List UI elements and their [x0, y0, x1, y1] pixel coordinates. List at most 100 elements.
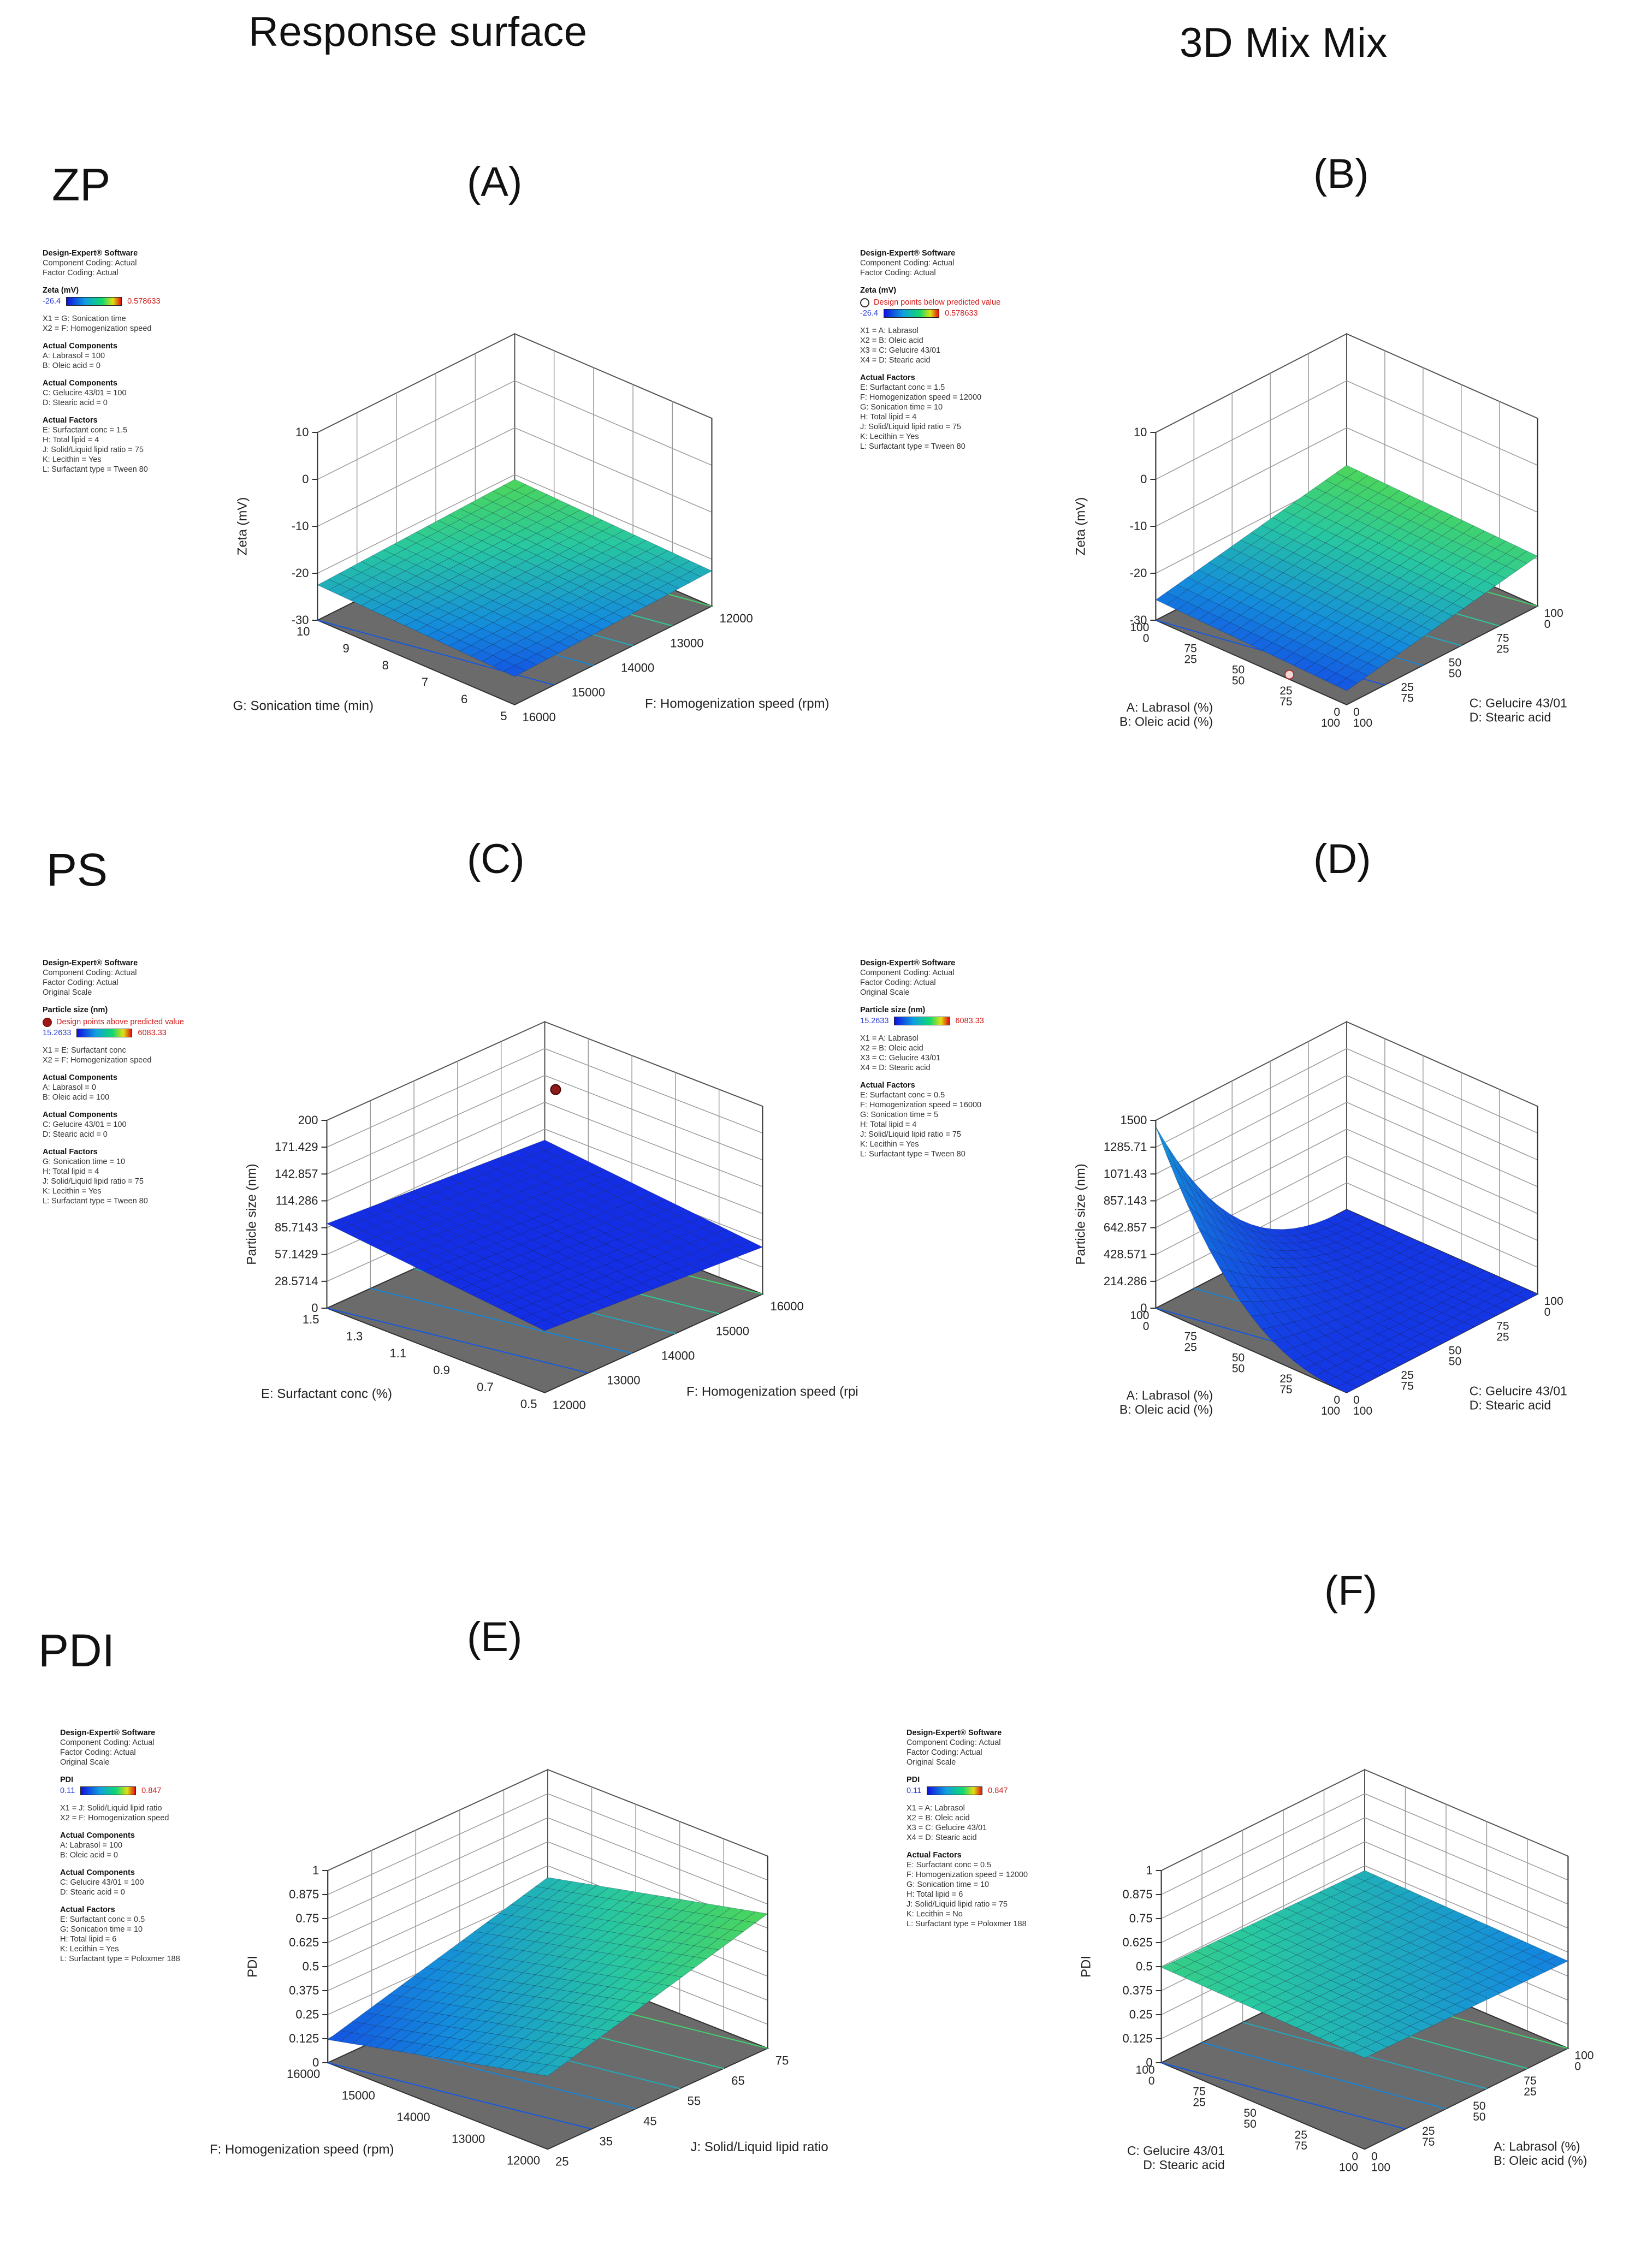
info-f5: L: Surfactant type = Tween 80 [43, 1197, 148, 1206]
z-tick-label: -10 [292, 519, 309, 533]
mix-tick-label: 100 [1321, 717, 1340, 729]
gradient-swatch [80, 1786, 137, 1795]
response-surface [327, 1877, 768, 2076]
z-axis-label: PDI [245, 1956, 260, 1978]
info-response: Particle size (nm) [43, 1006, 108, 1014]
design-expert-info-0: Design-Expert® Software Component Coding:… [43, 248, 294, 474]
z-axis-label: Particle size (nm) [245, 1163, 259, 1264]
info-f1: G: Sonication time = 10 [43, 1157, 126, 1166]
mix-tick-label: 25 [1279, 1373, 1292, 1385]
column-title-response-surface: Response surface [248, 9, 588, 55]
gradient-swatch [76, 1029, 133, 1037]
z-tick-label: 28.5714 [275, 1274, 318, 1288]
info-x2: X2 = B: Oleic acid [860, 1044, 923, 1053]
info-f4: H: Total lipid = 4 [860, 1120, 917, 1129]
z-tick-label: 0 [312, 2056, 319, 2069]
response-surface [1156, 1126, 1538, 1393]
info-f1: E: Surfactant conc = 0.5 [860, 1091, 945, 1100]
mix-tick-label: 50 [1449, 1345, 1461, 1357]
info-f5: L: Surfactant type = Poloxmer 188 [60, 1955, 180, 1963]
z-tick-label: 428.571 [1104, 1248, 1147, 1261]
info-factor-head: Actual Factors [860, 1081, 915, 1090]
spacer [43, 998, 294, 1005]
spacer [860, 318, 1111, 326]
spacer [43, 306, 294, 314]
z-tick-label: 0 [1146, 2056, 1152, 2069]
mix-axis-label-4: D: Stearic acid [1470, 1398, 1551, 1412]
z-tick-label: 0 [311, 1301, 318, 1315]
y-tick-label: 12000 [553, 1398, 586, 1412]
x-tick-label: 7 [422, 675, 428, 689]
response-surface [1160, 1870, 1569, 2058]
z-tick-label: 0.125 [289, 2032, 319, 2045]
z-tick-label: 1 [1146, 1863, 1152, 1877]
y-tick-label: 15000 [716, 1324, 749, 1338]
mix-tick-label: 75 [1401, 692, 1413, 705]
info-f4: K: Lecithin = Yes [60, 1945, 119, 1954]
mix-tick-label: 75 [1193, 2086, 1205, 2098]
y-tick-label: 55 [688, 2094, 701, 2108]
mix-tick-label: 0 [1574, 2061, 1581, 2073]
y-tick-label: 15000 [572, 686, 605, 699]
mix-tick-label: 0 [1334, 706, 1340, 719]
x-tick-label: 0.5 [520, 1397, 537, 1411]
legend-high-value: 0.578633 [127, 297, 161, 306]
info-x4: X4 = D: Stearic acid [907, 1833, 977, 1842]
mix-axis-label-2: B: Oleic acid (%) [1119, 1402, 1213, 1416]
x-tick-label: 14000 [396, 2110, 430, 2124]
info-comp2b: D: Stearic acid = 0 [60, 1888, 125, 1897]
info-comp1b: B: Oleic acid = 100 [43, 1093, 110, 1102]
design-points-label: Design points below predicted value [874, 298, 1001, 307]
info-title: Design-Expert® Software [43, 249, 138, 258]
legend-high-value: 0.847 [141, 1786, 162, 1795]
z-tick-label: -20 [292, 566, 309, 580]
info-f3: H: Total lipid = 6 [60, 1935, 117, 1944]
x-tick-label: 13000 [452, 2132, 485, 2146]
info-x3: X3 = C: Gelucire 43/01 [907, 1824, 987, 1832]
mix-tick-label: 50 [1449, 668, 1461, 680]
mix-tick-label: 25 [1401, 1369, 1413, 1382]
mix-tick-label: 0 [1334, 1394, 1340, 1406]
y-tick-label: 16000 [523, 710, 556, 724]
mix-axis-label-3: C: Gelucire 43/01 [1470, 696, 1567, 710]
x-tick-label: 0.9 [433, 1363, 450, 1377]
z-tick-label: 0.5 [303, 1960, 319, 1973]
response-surface [1155, 465, 1538, 691]
legend-low-value: 15.2633 [860, 1017, 889, 1025]
info-coding1: Component Coding: Actual [43, 259, 137, 268]
design-points-legend: Design points below predicted value [860, 298, 1111, 307]
info-scale: Original Scale [907, 1758, 956, 1767]
mix-tick-label: 0 [1353, 706, 1360, 719]
design-expert-info-3: Design-Expert® Software Component Coding:… [860, 958, 1111, 1159]
mix-tick-label: 50 [1473, 2111, 1485, 2123]
z-tick-label: 85.7143 [275, 1221, 318, 1234]
info-x3: X3 = C: Gelucire 43/01 [860, 346, 941, 355]
y-axis-label: F: Homogenization speed (rpm) [645, 696, 829, 711]
mix-tick-label: 0 [1544, 1306, 1551, 1319]
plot-c: 200 171.429 142.857 114.286 85.7143 57.1429 28… [229, 1020, 858, 1496]
info-coding1: Component Coding: Actual [43, 969, 137, 977]
box-edges [1155, 1106, 1538, 1308]
info-x1: X1 = A: Labrasol [860, 326, 919, 335]
mix-tick-label: 50 [1473, 2100, 1485, 2112]
mix-tick-label: 25 [1496, 643, 1509, 655]
z-tick-label: 1500 [1120, 1113, 1147, 1127]
info-x1: X1 = A: Labrasol [907, 1804, 965, 1813]
legend-low-value: -26.4 [860, 309, 879, 318]
z-tick-label: -20 [1130, 566, 1147, 580]
info-comp2a: C: Gelucire 43/01 = 100 [43, 1120, 127, 1129]
info-coding1: Component Coding: Actual [860, 969, 955, 977]
info-comp-head2: Actual Components [43, 379, 117, 388]
x-tick-label: 9 [342, 642, 349, 655]
info-f2: H: Total lipid = 4 [43, 1167, 99, 1176]
info-comp1b: B: Oleic acid = 0 [43, 361, 100, 370]
y-axis-label: J: Solid/Liquid lipid ratio [691, 2140, 828, 2154]
z-tick-label: 857.143 [1104, 1194, 1147, 1207]
mix-tick-label: 25 [1184, 654, 1196, 666]
row-label-ps: PS [46, 844, 108, 895]
mix-tick-label: 25 [1184, 1341, 1196, 1354]
mix-tick-label: 0 [1371, 2150, 1378, 2163]
z-tick-label: 0.875 [289, 1887, 319, 1901]
z-tick-label: 0.25 [1129, 2008, 1153, 2021]
info-comp1b: B: Oleic acid = 0 [60, 1851, 118, 1860]
